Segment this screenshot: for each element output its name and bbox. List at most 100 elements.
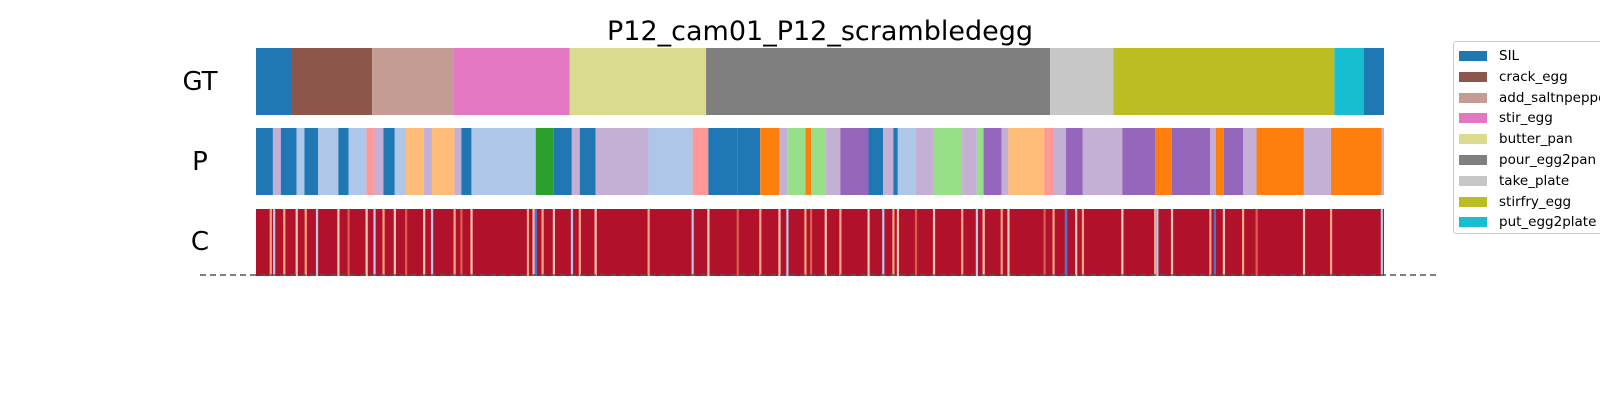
legend-swatch-4 xyxy=(1459,134,1487,145)
confidence-stripe-13 xyxy=(423,209,426,276)
p-segment-57 xyxy=(1303,128,1331,195)
p-segment-28 xyxy=(779,128,788,195)
confidence-stripe-60 xyxy=(1222,209,1226,276)
confidence-stripe-63 xyxy=(1302,209,1306,276)
gt-segment-9 xyxy=(1363,48,1384,115)
p-segment-40 xyxy=(962,128,977,195)
p-segment-29 xyxy=(787,128,806,195)
confidence-stripe-15 xyxy=(453,209,456,276)
confidence-stripe-45 xyxy=(982,209,985,276)
p-segment-22 xyxy=(595,128,649,195)
p-segment-7 xyxy=(348,128,367,195)
confidence-stripe-40 xyxy=(896,209,900,276)
p-segment-32 xyxy=(825,128,841,195)
confidence-stripe-61 xyxy=(1242,209,1245,276)
confidence-stripe-54 xyxy=(1121,209,1124,276)
confidence-stripe-9 xyxy=(373,209,376,276)
confidence-stripe-39 xyxy=(892,209,895,276)
p-segment-37 xyxy=(897,128,916,195)
gt-segment-0 xyxy=(256,48,291,115)
p-segment-9 xyxy=(374,128,384,195)
p-segment-5 xyxy=(318,128,339,195)
legend-swatch-5 xyxy=(1459,155,1487,165)
confidence-stripe-14 xyxy=(430,209,434,276)
legend-item-5: pour_egg2pan xyxy=(1459,150,1596,170)
gt-segment-6 xyxy=(1050,48,1114,115)
p-segment-39 xyxy=(933,128,963,195)
p-segment-14 xyxy=(431,128,455,195)
p-segment-30 xyxy=(805,128,811,195)
p-segment-4 xyxy=(304,128,319,195)
legend-label-7: stirfry_egg xyxy=(1499,193,1572,210)
p-segment-31 xyxy=(810,128,826,195)
legend-swatch-0 xyxy=(1459,51,1487,61)
confidence-stripe-35 xyxy=(824,209,827,276)
p-segment-56 xyxy=(1256,128,1304,195)
confidence-stripe-24 xyxy=(578,209,581,276)
confidence-stripe-19 xyxy=(532,209,535,276)
p-segment-49 xyxy=(1122,128,1156,195)
confidence-stripe-11 xyxy=(393,209,396,276)
p-segment-19 xyxy=(553,128,572,195)
confidence-stripe-47 xyxy=(1007,209,1010,276)
legend-label-2: add_saltnpepper xyxy=(1499,89,1600,106)
confidence-stripe-33 xyxy=(804,209,807,276)
confidence-stripe-4 xyxy=(304,209,307,276)
p-segment-23 xyxy=(648,128,693,195)
p-segment-38 xyxy=(915,128,934,195)
p-segment-34 xyxy=(868,128,884,195)
legend-label-3: stir_egg xyxy=(1499,110,1553,127)
confidence-stripe-12 xyxy=(405,209,408,276)
p-segment-53 xyxy=(1215,128,1224,195)
confidence-stripe-5 xyxy=(315,209,319,276)
row-label-c: C xyxy=(191,227,209,257)
legend-label-8: put_egg2plate xyxy=(1499,214,1597,231)
legend-item-7: stirfry_egg xyxy=(1459,192,1571,212)
p-segment-18 xyxy=(535,128,554,195)
confidence-stripe-62 xyxy=(1255,209,1258,276)
p-segment-54 xyxy=(1223,128,1243,195)
p-segment-13 xyxy=(424,128,432,195)
confidence-stripe-27 xyxy=(691,209,694,276)
legend-item-6: take_plate xyxy=(1459,171,1569,191)
gt-segment-5 xyxy=(706,48,1051,115)
p-segment-33 xyxy=(840,128,869,195)
legend-swatch-1 xyxy=(1459,71,1487,82)
confidence-stripe-20 xyxy=(534,209,537,276)
confidence-stripe-16 xyxy=(460,209,463,276)
confidence-stripe-6 xyxy=(337,209,340,276)
p-segment-52 xyxy=(1210,128,1216,195)
confidence-stripe-31 xyxy=(778,209,781,276)
legend-item-4: butter_pan xyxy=(1459,129,1573,149)
p-segment-20 xyxy=(571,128,580,195)
confidence-stripe-0 xyxy=(269,209,272,276)
gt-segment-bar xyxy=(256,48,1384,115)
p-segment-12 xyxy=(406,128,425,195)
p-segment-bar xyxy=(256,128,1384,195)
p-segment-35 xyxy=(883,128,894,195)
p-segment-48 xyxy=(1082,128,1123,195)
p-segment-10 xyxy=(383,128,395,195)
legend-swatch-6 xyxy=(1459,175,1487,186)
p-segment-41 xyxy=(976,128,984,195)
confidence-stripe-30 xyxy=(759,209,762,276)
legend-swatch-2 xyxy=(1459,92,1487,103)
confidence-stripe-22 xyxy=(552,209,555,276)
legend-label-0: SIL xyxy=(1499,48,1520,64)
legend-item-2: add_saltnpepper xyxy=(1459,88,1600,108)
confidence-stripe-26 xyxy=(647,209,650,276)
p-segment-58 xyxy=(1330,128,1382,195)
confidence-stripe-46 xyxy=(1000,209,1003,276)
confidence-stripe-53 xyxy=(1081,209,1085,276)
confidence-stripe-51 xyxy=(1075,209,1078,276)
p-segment-3 xyxy=(296,128,305,195)
gt-segment-4 xyxy=(569,48,707,115)
confidence-stripe-8 xyxy=(365,209,368,276)
legend-label-6: take_plate xyxy=(1499,172,1570,189)
confidence-bar xyxy=(256,209,1384,276)
confidence-stripe-48 xyxy=(1043,209,1046,276)
confidence-stripe-1 xyxy=(273,209,276,276)
confidence-stripe-42 xyxy=(932,209,936,276)
row-label-p: P xyxy=(192,147,208,177)
